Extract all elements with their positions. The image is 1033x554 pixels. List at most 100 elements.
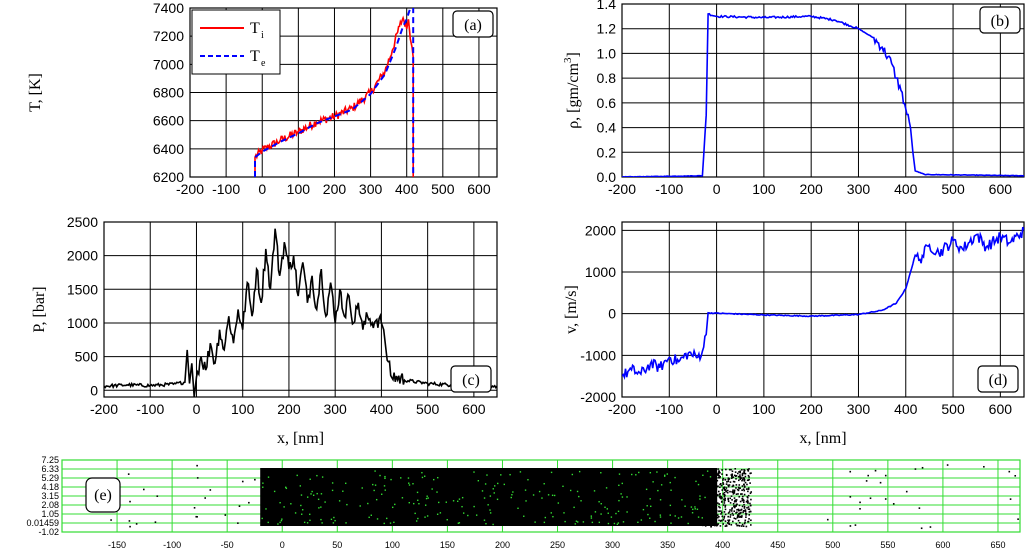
particle — [745, 488, 748, 490]
particle — [711, 480, 714, 483]
particle — [701, 470, 703, 473]
particle-green — [575, 520, 578, 522]
particle — [740, 511, 742, 514]
particle — [712, 516, 715, 518]
particle — [741, 499, 744, 502]
particle-green — [534, 521, 536, 523]
particle — [730, 468, 732, 471]
y-tick-label: 2500 — [67, 214, 98, 230]
particle — [718, 505, 720, 508]
particle — [746, 496, 749, 499]
particle — [706, 515, 709, 517]
particle — [731, 499, 733, 501]
particle — [707, 475, 710, 478]
particle-green — [477, 480, 480, 482]
panel-label-box — [85, 477, 121, 513]
particle-sparse — [209, 489, 212, 491]
particle — [722, 504, 725, 506]
particle — [727, 519, 729, 522]
particle — [709, 498, 712, 501]
particle-green — [695, 480, 697, 483]
particle-green — [649, 517, 651, 519]
particle-sparse — [195, 515, 198, 518]
particle-green — [311, 490, 313, 493]
particle-green — [421, 476, 424, 479]
x-tick-label: -200 — [608, 181, 636, 197]
panel-label-box — [452, 10, 494, 38]
particle-green — [642, 508, 645, 511]
particle — [724, 499, 726, 502]
particle — [709, 482, 712, 485]
particle — [742, 478, 744, 481]
y-tick-label: -1.02 — [38, 527, 59, 537]
particle-green — [576, 490, 579, 493]
particle-green — [400, 477, 402, 479]
particle — [730, 495, 733, 497]
particle — [723, 495, 726, 498]
particle-green — [511, 494, 513, 496]
particle — [720, 513, 722, 515]
particle-green — [345, 482, 347, 485]
particle — [706, 510, 709, 513]
particle-green — [383, 485, 386, 487]
x-tick-label: 550 — [880, 540, 895, 550]
x-tick-label: 500 — [941, 181, 965, 197]
y-tick-label: 1500 — [67, 281, 98, 297]
particle — [725, 474, 728, 476]
particle — [750, 472, 752, 474]
particle — [705, 484, 708, 486]
particle — [715, 511, 717, 514]
particle — [741, 497, 743, 500]
particle — [744, 521, 746, 524]
y-tick-label: 0 — [90, 382, 98, 398]
particle — [728, 478, 731, 480]
x-tick-label: 100 — [231, 401, 255, 417]
particle-green — [279, 521, 281, 524]
particle — [744, 475, 747, 478]
panel-label-box — [979, 6, 1021, 34]
particle — [712, 489, 715, 492]
particle — [733, 517, 736, 520]
particle — [711, 520, 714, 522]
particle — [743, 478, 746, 481]
particle-green — [604, 506, 606, 508]
particle-green — [475, 514, 478, 516]
particle-green — [376, 518, 379, 520]
particle — [721, 469, 723, 471]
data-layer — [254, 8, 415, 177]
particle-green — [458, 522, 461, 524]
particle-green — [384, 475, 386, 478]
particle — [746, 501, 749, 504]
particle-sparse — [892, 503, 895, 505]
particle-sparse — [849, 470, 852, 473]
particle-green — [280, 519, 283, 522]
particle-green — [654, 520, 656, 523]
particle-green — [692, 508, 694, 511]
particle — [716, 474, 719, 476]
particle-green — [519, 471, 522, 473]
particle — [743, 505, 746, 508]
particle — [736, 509, 738, 511]
particle — [741, 474, 744, 477]
particle-green — [345, 522, 347, 524]
particle — [745, 500, 748, 503]
particle-green — [303, 521, 306, 524]
particle — [743, 477, 745, 479]
particle-green — [659, 514, 662, 516]
data-layer — [95, 464, 1019, 530]
x-tick-label: 250 — [550, 540, 565, 550]
particle — [723, 515, 726, 518]
particle-green — [312, 494, 315, 496]
particle — [726, 489, 729, 492]
particle-sparse — [154, 521, 157, 523]
y-tick-label: 0.4 — [597, 120, 617, 136]
particle — [741, 493, 743, 495]
x-tick-label: -100 — [655, 181, 683, 197]
particle — [737, 515, 739, 518]
particle — [701, 475, 703, 478]
particle — [702, 508, 705, 511]
particle — [733, 497, 736, 499]
particle-green — [408, 482, 410, 484]
particle — [722, 477, 725, 480]
particle — [727, 477, 730, 479]
